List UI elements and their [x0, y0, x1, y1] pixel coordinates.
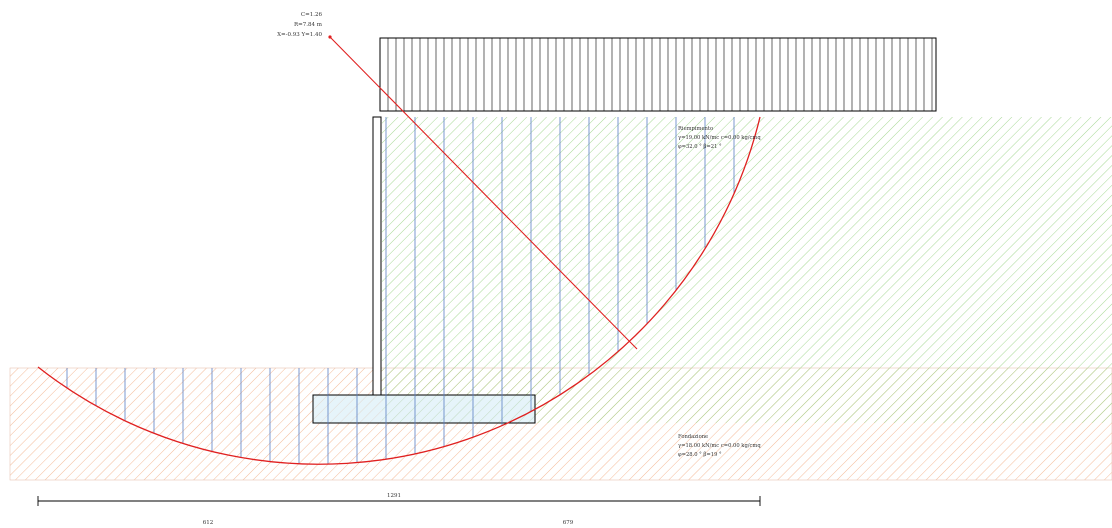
backfill-props-1: γ=19.00 kN/mc c=0.00 kg/cmq: [678, 135, 761, 141]
radius-line: [329, 36, 638, 350]
slip-circle-arc: [37, 116, 761, 465]
circle-factor-text: C=1.26: [301, 12, 323, 18]
backfill-props-2: φ=32.0 ° β=21 °: [678, 144, 722, 150]
circle-center-text: X=-0.93 Y=1.40: [277, 32, 322, 38]
dimension-right-text: 679: [563, 520, 574, 526]
foundation-props-2: φ=28.0 ° β=19 °: [678, 452, 722, 458]
dimension-line: 1291 612 679: [37, 493, 761, 526]
foundation-props-1: γ=18.00 kN/mc c=0.00 kg/cmq: [678, 443, 761, 449]
backfill-soil-layer: [382, 117, 1112, 423]
surcharge-load: [379, 37, 937, 112]
dimension-left-text: 612: [203, 520, 214, 526]
backfill-title: Riempimento: [678, 126, 713, 132]
backfill-label: Riempimento γ=19.00 kN/mc c=0.00 kg/cmq …: [678, 126, 761, 150]
circle-radius-text: R=7.84 m: [294, 22, 323, 28]
foundation-label: Fondazione γ=18.00 kN/mc c=0.00 kg/cmq φ…: [678, 434, 761, 458]
circle-center-marker: [328, 35, 332, 39]
foundation-title: Fondazione: [678, 434, 708, 440]
circle-info-label: C=1.26 R=7.84 m X=-0.93 Y=1.40: [277, 12, 323, 38]
dimension-total-text: 1291: [387, 493, 401, 499]
retaining-wall: [312, 116, 536, 424]
